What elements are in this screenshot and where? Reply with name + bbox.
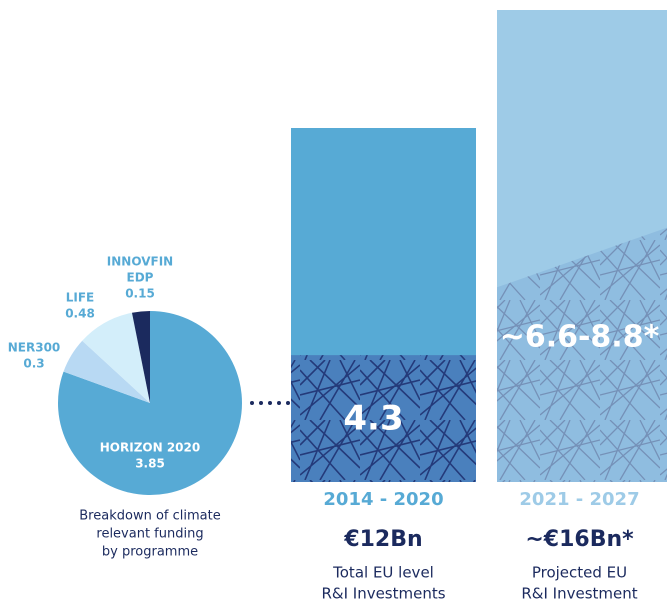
pie-slice [82,312,150,403]
total-label: ~€16Bn* [525,527,634,552]
pie-slice [63,340,150,403]
period-label: 2014 - 2020 [323,489,443,510]
slice-value: 3.85 [135,457,165,471]
slice-value: 0.3 [23,357,44,371]
bar-climate-part [497,227,667,482]
pie-caption: relevant funding [96,527,203,542]
slice-value: 0.48 [65,307,95,321]
slice-label: EDP [127,271,154,285]
pie-caption: Breakdown of climate [79,509,220,524]
bar-climate-part [291,355,476,482]
period-label: 2021 - 2027 [519,489,639,510]
bar-caption: R&I Investment [521,585,637,602]
slice-value: 0.15 [125,287,155,301]
pie-caption: by programme [102,545,198,560]
pie-slice [58,311,243,495]
pie-slice [131,311,150,403]
bar-caption: Projected EU [532,564,627,582]
slice-label: NER300 [8,341,61,355]
slice-label: INNOVFIN [107,255,173,269]
connector [250,401,290,405]
climate-label: 4.3 [343,399,403,439]
climate-label: ~6.6-8.8* [500,320,660,355]
bar-caption: Total EU level [332,564,434,582]
bar-caption: R&I Investments [321,585,445,602]
slice-label: HORIZON 2020 [100,441,200,455]
total-label: €12Bn [343,527,422,552]
slice-label: LIFE [66,291,95,305]
